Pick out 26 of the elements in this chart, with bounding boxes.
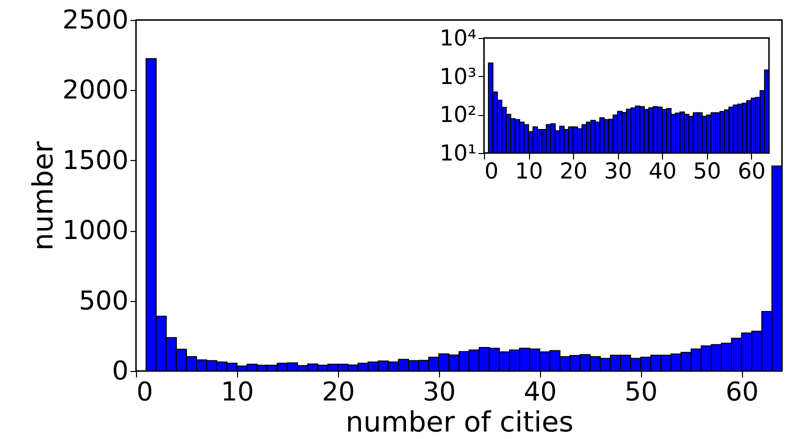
y-tick-label: 1500 <box>62 146 128 176</box>
x-tick-label: 40 <box>648 160 677 184</box>
x-tick-label: 20 <box>560 160 588 184</box>
x-tick-label: 30 <box>604 160 632 184</box>
y-tick-label: 10⁴ <box>440 26 477 52</box>
x-tick-label: 10 <box>515 160 544 184</box>
x-tick-label: 10 <box>220 378 254 408</box>
x-tick-label: 60 <box>726 378 759 408</box>
y-tick-label: 500 <box>78 286 128 316</box>
y-tick-label: 2500 <box>62 6 128 36</box>
y-tick-label: 2000 <box>62 76 128 106</box>
x-tick-label: 60 <box>738 160 766 184</box>
x-tick-label: 0 <box>484 160 498 184</box>
x-tick-label: 30 <box>422 378 456 408</box>
y-axis-title: number <box>26 140 60 251</box>
y-tick-label: 1000 <box>62 216 128 246</box>
y-tick-label: 10¹ <box>440 142 476 166</box>
y-tick-label: 0 <box>112 356 128 386</box>
y-tick-label: 10³ <box>440 64 476 90</box>
y-tick-label: 10² <box>440 103 476 128</box>
x-tick-label: 50 <box>624 378 658 408</box>
x-tick-label: 40 <box>524 378 557 408</box>
x-tick-label: 20 <box>322 378 355 408</box>
x-tick-label: 50 <box>693 160 722 184</box>
x-tick-label: 0 <box>136 378 154 408</box>
x-axis-title: number of cities <box>346 406 574 438</box>
